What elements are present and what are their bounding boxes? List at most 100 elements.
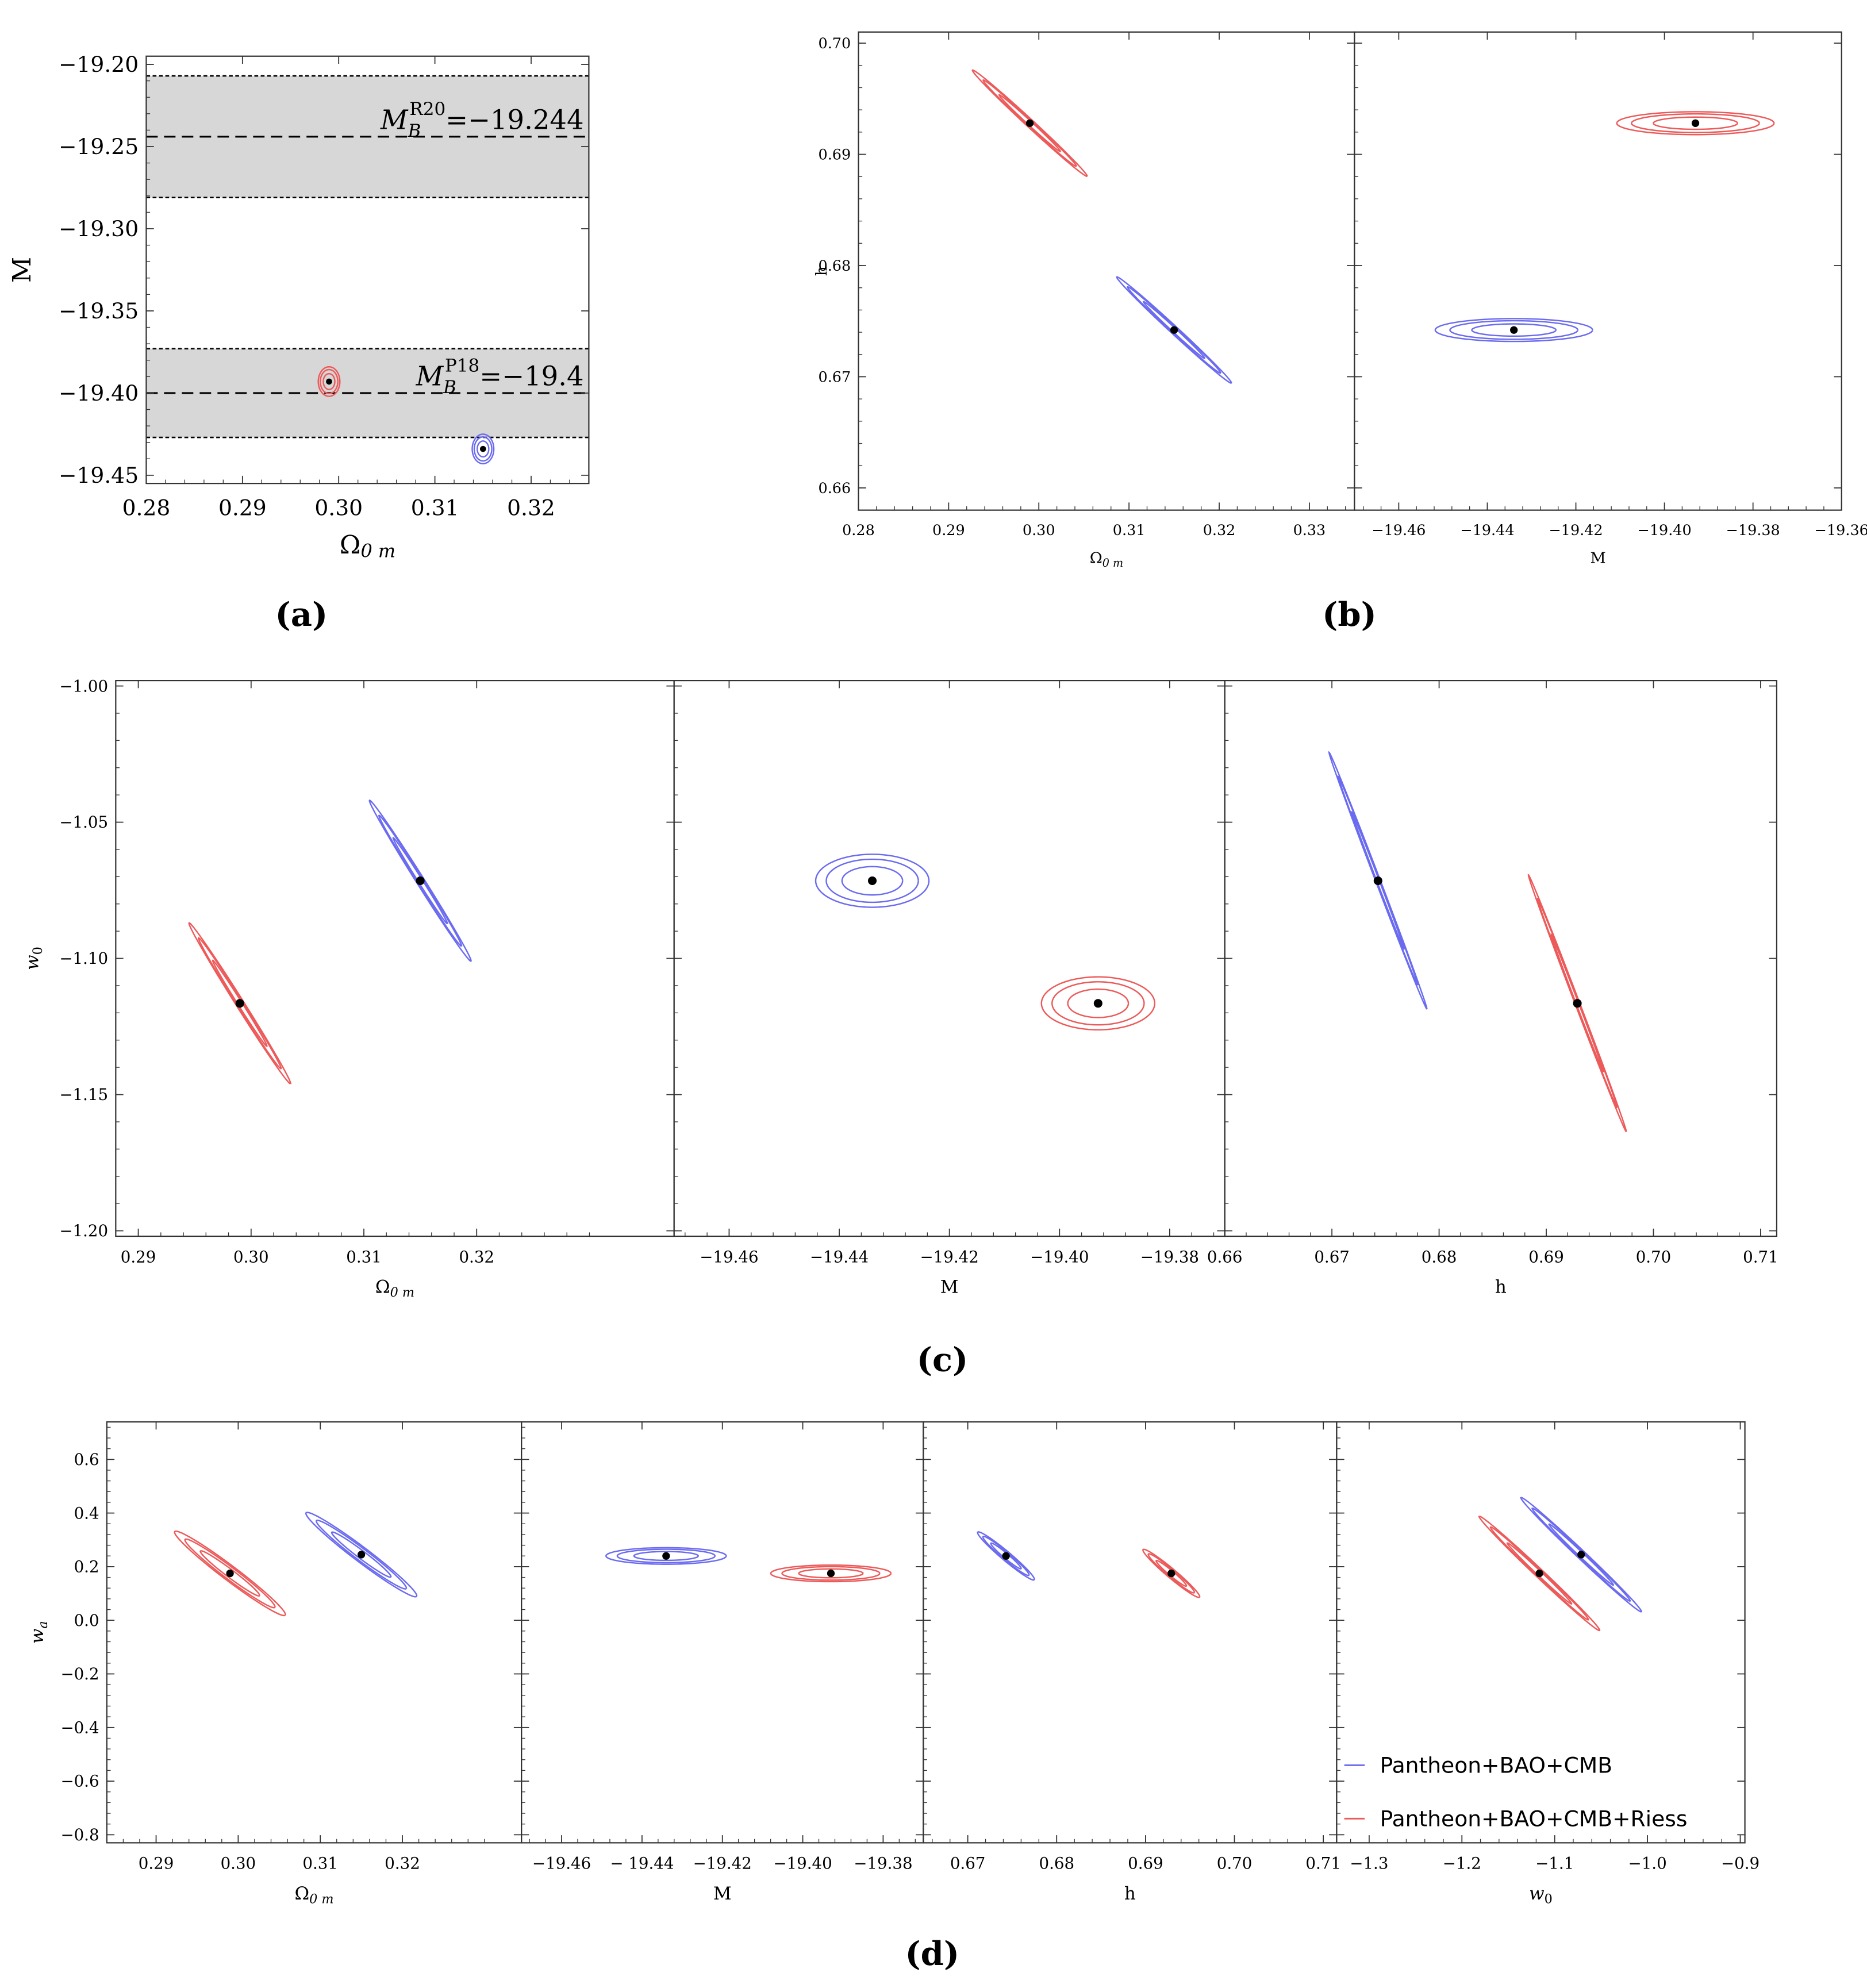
y-tick-label: −0.8 bbox=[60, 1825, 99, 1844]
x-tick-label: 0.32 bbox=[1203, 521, 1236, 539]
legend-label-red: Pantheon+BAO+CMB+Riess bbox=[1380, 1806, 1688, 1832]
contour-blue-2sigma bbox=[1531, 1507, 1631, 1602]
contour-blue-3sigma bbox=[471, 433, 495, 464]
x-axis-title: M bbox=[713, 1883, 732, 1904]
band-P18-label: MBP18=−19.4 bbox=[416, 355, 584, 398]
best-fit-point-red bbox=[1691, 119, 1700, 127]
x-tick-label: −19.46 bbox=[532, 1854, 591, 1873]
x-tick-label: −19.38 bbox=[1140, 1247, 1199, 1266]
w-symbol: w bbox=[27, 1629, 48, 1644]
y-tick-label: −1.00 bbox=[59, 676, 108, 695]
y-tick-label: 0.2 bbox=[74, 1558, 99, 1576]
contour-blue-2sigma bbox=[1449, 320, 1579, 340]
y-tick-label: −1.20 bbox=[59, 1221, 108, 1240]
x-tick-label: 0.66 bbox=[1207, 1247, 1243, 1266]
contour-blue-2sigma bbox=[982, 1536, 1030, 1576]
x-tick-label: −19.38 bbox=[1726, 521, 1780, 539]
x-tick-label: 0.29 bbox=[218, 495, 267, 520]
x-tick-label: −1.2 bbox=[1443, 1854, 1481, 1873]
contour-red-3sigma bbox=[1040, 976, 1156, 1031]
contour-blue-1sigma bbox=[1143, 301, 1206, 359]
omega-subscript: 0 m bbox=[360, 540, 395, 562]
best-fit-point-blue bbox=[1577, 1551, 1585, 1559]
best-fit-point-red bbox=[1167, 1569, 1175, 1578]
contour-red-2sigma bbox=[1631, 113, 1760, 133]
best-fit-point-red bbox=[235, 999, 244, 1008]
band-label-sup: P18 bbox=[445, 355, 479, 376]
legend: Pantheon+BAO+CMB Pantheon+BAO+CMB+Riess bbox=[1344, 1753, 1688, 1832]
band-label-value: =−19.4 bbox=[479, 361, 583, 392]
best-fit-point-blue bbox=[479, 445, 486, 452]
subplot-c-1: 0.29 0.30 0.31 0.32 −1.00 −1.05 −1.10 −1.15 −1.2… bbox=[22, 676, 675, 1300]
best-fit-point-red bbox=[1535, 1569, 1543, 1578]
x-tick-label: −1.3 bbox=[1350, 1854, 1388, 1873]
x-tick-label: 0.67 bbox=[950, 1854, 986, 1873]
x-tick-label: 0.32 bbox=[459, 1247, 494, 1266]
contour-red-3sigma bbox=[174, 1530, 286, 1617]
contour-red-2sigma bbox=[319, 368, 339, 394]
y-tick-label: −1.10 bbox=[59, 949, 108, 968]
best-fit-point-blue bbox=[662, 1552, 670, 1560]
best-fit-point-red bbox=[1025, 119, 1034, 127]
contour-red-3sigma bbox=[317, 366, 341, 397]
contour-red-3sigma bbox=[1616, 111, 1775, 136]
x-tick-label: −19.40 bbox=[1030, 1247, 1089, 1266]
x-tick-label: 0.28 bbox=[842, 521, 875, 539]
band-label-sup: R20 bbox=[409, 99, 445, 120]
y-tick-label: −1.05 bbox=[59, 813, 108, 832]
x-tick-label: 0.70 bbox=[1217, 1854, 1253, 1873]
y-axis-title: wa bbox=[27, 1621, 51, 1644]
x-tick-label: 0.69 bbox=[1528, 1247, 1564, 1266]
panel-label-c: (c) bbox=[917, 1340, 968, 1379]
contour-blue-3sigma bbox=[605, 1547, 727, 1565]
plot-frame bbox=[923, 1421, 1338, 1844]
x-tick-label: 0.68 bbox=[1039, 1854, 1074, 1873]
omega-subscript: 0 m bbox=[1102, 556, 1123, 570]
w-symbol: w bbox=[1529, 1883, 1545, 1904]
y-tick-label: −0.4 bbox=[60, 1718, 99, 1737]
subplot-d-2: −19.46 − 19.44 −19.42 −19.40 −19.38 M bbox=[521, 1421, 924, 1904]
contour-blue-3sigma bbox=[977, 1531, 1035, 1581]
plot-frame bbox=[858, 31, 1355, 511]
band-label-sub: B bbox=[408, 121, 421, 141]
y-tick-label: 0.68 bbox=[819, 257, 851, 274]
contour-blue-1sigma bbox=[1548, 1523, 1615, 1586]
x-tick-label: 0.70 bbox=[1636, 1247, 1672, 1266]
best-fit-point-blue bbox=[1510, 326, 1518, 334]
contour-blue-2sigma bbox=[378, 814, 463, 947]
x-tick-label: −1.0 bbox=[1628, 1854, 1667, 1873]
x-axis-title: M bbox=[940, 1276, 959, 1297]
contour-red-1sigma bbox=[1653, 116, 1738, 130]
omega-subscript: 0 m bbox=[390, 1285, 414, 1300]
y-tick-label: −19.20 bbox=[59, 52, 139, 77]
y-tick-label: −19.45 bbox=[59, 463, 139, 488]
contour-red-3sigma bbox=[188, 922, 291, 1085]
x-tick-label: −19.40 bbox=[773, 1854, 832, 1873]
best-fit-point-red bbox=[827, 1569, 835, 1578]
y-tick-label: 0.4 bbox=[74, 1504, 99, 1522]
best-fit-point-blue bbox=[416, 876, 425, 885]
plot-frame bbox=[145, 55, 590, 484]
subplot-c-3: 0.66 0.67 0.68 0.69 0.70 0.71 h bbox=[1207, 680, 1778, 1297]
omega-symbol: Ω bbox=[1090, 549, 1102, 567]
contour-red-2sigma bbox=[982, 79, 1077, 167]
contour-red-1sigma bbox=[998, 94, 1062, 153]
x-tick-label: 0.31 bbox=[346, 1247, 382, 1266]
y-tick-label: 0.0 bbox=[74, 1611, 99, 1630]
x-tick-label: −19.42 bbox=[920, 1247, 979, 1266]
contour-blue-3sigma bbox=[1434, 318, 1593, 343]
x-tick-label: −19.46 bbox=[700, 1247, 758, 1266]
x-tick-label: −1.1 bbox=[1535, 1854, 1574, 1873]
x-tick-label: 0.31 bbox=[411, 495, 459, 520]
x-tick-label: − 19.44 bbox=[610, 1854, 674, 1873]
contour-red-1sigma bbox=[322, 372, 336, 390]
x-axis-title: Ω0 m bbox=[294, 1883, 333, 1907]
subplot-d-4: −1.3 −1.2 −1.1 −1.0 −0.9 w0 bbox=[1336, 1421, 1760, 1906]
x-tick-label: 0.31 bbox=[302, 1854, 338, 1873]
x-tick-label: −0.9 bbox=[1721, 1854, 1760, 1873]
band-label-value: =−19.244 bbox=[445, 105, 583, 136]
plot-frame bbox=[1354, 31, 1842, 511]
x-axis-title: Ω0 m bbox=[1090, 549, 1123, 570]
